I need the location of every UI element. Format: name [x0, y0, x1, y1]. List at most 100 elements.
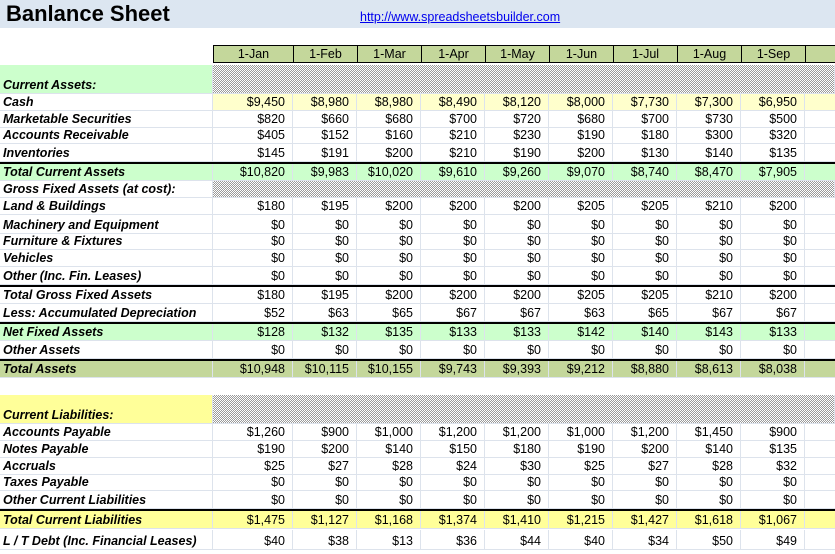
cell: $195: [293, 286, 357, 304]
row-label: Marketable Securities: [0, 111, 213, 128]
cell: $0: [213, 234, 293, 250]
cell: $0: [485, 341, 549, 359]
cell: $0: [357, 341, 421, 359]
cell: $140: [677, 144, 741, 162]
row-rule: [0, 162, 835, 164]
cell: $0: [213, 491, 293, 509]
cell: $900: [293, 424, 357, 441]
cell: $0: [421, 491, 485, 509]
website-link[interactable]: http://www.spreadsheetsbuilder.com: [360, 10, 561, 24]
cell: $0: [293, 491, 357, 509]
row-label: Total Current Liabilities: [0, 510, 213, 529]
cell: $67: [677, 304, 741, 322]
cell: $0: [293, 215, 357, 234]
cell: $1,000: [549, 424, 613, 441]
cell: $210: [677, 286, 741, 304]
cell: $200: [357, 198, 421, 215]
cell: $25: [213, 458, 293, 475]
cell: $8,000: [549, 94, 613, 111]
cell: $0: [613, 341, 677, 359]
row-label: Cash: [0, 94, 213, 111]
cell: $1,215: [549, 510, 613, 529]
cell-cut: [805, 360, 835, 378]
row-label: Current Liabilities:: [0, 395, 213, 424]
cell: $1,427: [613, 510, 677, 529]
cell: $200: [485, 198, 549, 215]
cell: $820: [213, 111, 293, 128]
cell: $0: [485, 215, 549, 234]
cell-cut: [805, 441, 835, 458]
row-label: Accounts Payable: [0, 424, 213, 441]
cell: $0: [421, 475, 485, 491]
cell: $720: [485, 111, 549, 128]
cell: $180: [213, 198, 293, 215]
cell: $700: [421, 111, 485, 128]
cell: $40: [213, 530, 293, 550]
cell: $7,300: [677, 94, 741, 111]
row-label: Accounts Receivable: [0, 128, 213, 144]
cell: $63: [293, 304, 357, 322]
cell: $9,393: [485, 360, 549, 378]
cell: $0: [741, 215, 805, 234]
cell: $140: [613, 323, 677, 341]
cell: $8,980: [357, 94, 421, 111]
cell: $200: [421, 286, 485, 304]
row-label: Total Current Assets: [0, 163, 213, 181]
cell: $150: [421, 441, 485, 458]
pattern-fill: [213, 395, 835, 424]
cell: $132: [293, 323, 357, 341]
cell: $1,067: [741, 510, 805, 529]
cell: $680: [357, 111, 421, 128]
cell: $36: [421, 530, 485, 550]
cell: $180: [613, 128, 677, 144]
cell: $1,200: [613, 424, 677, 441]
cell: $0: [357, 250, 421, 267]
cell-cut: [805, 286, 835, 304]
cell: $200: [741, 198, 805, 215]
cell: $0: [485, 491, 549, 509]
cell: $0: [421, 250, 485, 267]
cell: $133: [741, 323, 805, 341]
cell: $32: [741, 458, 805, 475]
cell: $700: [613, 111, 677, 128]
cell: $200: [549, 144, 613, 162]
cell: $160: [357, 128, 421, 144]
cell: $660: [293, 111, 357, 128]
cell-cut: [805, 341, 835, 359]
cell-cut: [805, 198, 835, 215]
row-label: Current Assets:: [0, 65, 213, 94]
cell: $135: [741, 441, 805, 458]
cell: $0: [741, 234, 805, 250]
cell-cut: [805, 163, 835, 181]
cell: $210: [421, 144, 485, 162]
row-label: Net Fixed Assets: [0, 323, 213, 341]
cell-cut: [805, 144, 835, 162]
cell-cut: [805, 94, 835, 111]
cell: $0: [213, 475, 293, 491]
row-rule: [0, 285, 835, 287]
cell: $0: [741, 475, 805, 491]
cell: $0: [213, 215, 293, 234]
cell: $205: [613, 286, 677, 304]
sheet-title: Banlance Sheet: [6, 1, 170, 26]
cell: $0: [741, 491, 805, 509]
cell: $8,613: [677, 360, 741, 378]
cell-cut: [805, 530, 835, 550]
cell-cut: [805, 128, 835, 144]
cell: $145: [213, 144, 293, 162]
cell: $0: [677, 475, 741, 491]
cell: $190: [549, 441, 613, 458]
column-header: 1-Feb: [293, 45, 358, 63]
row-label: Other Current Liabilities: [0, 491, 213, 509]
cell: $0: [613, 491, 677, 509]
column-header: 1-Aug: [677, 45, 742, 63]
row-label: Vehicles: [0, 250, 213, 267]
cell: $0: [421, 341, 485, 359]
cell: $10,020: [357, 163, 421, 181]
cell-cut: [805, 510, 835, 529]
cell: $0: [485, 250, 549, 267]
row-label: Furniture & Fixtures: [0, 234, 213, 250]
cell: $1,000: [357, 424, 421, 441]
row-label: Gross Fixed Assets (at cost):: [0, 181, 213, 198]
cell: $0: [293, 341, 357, 359]
